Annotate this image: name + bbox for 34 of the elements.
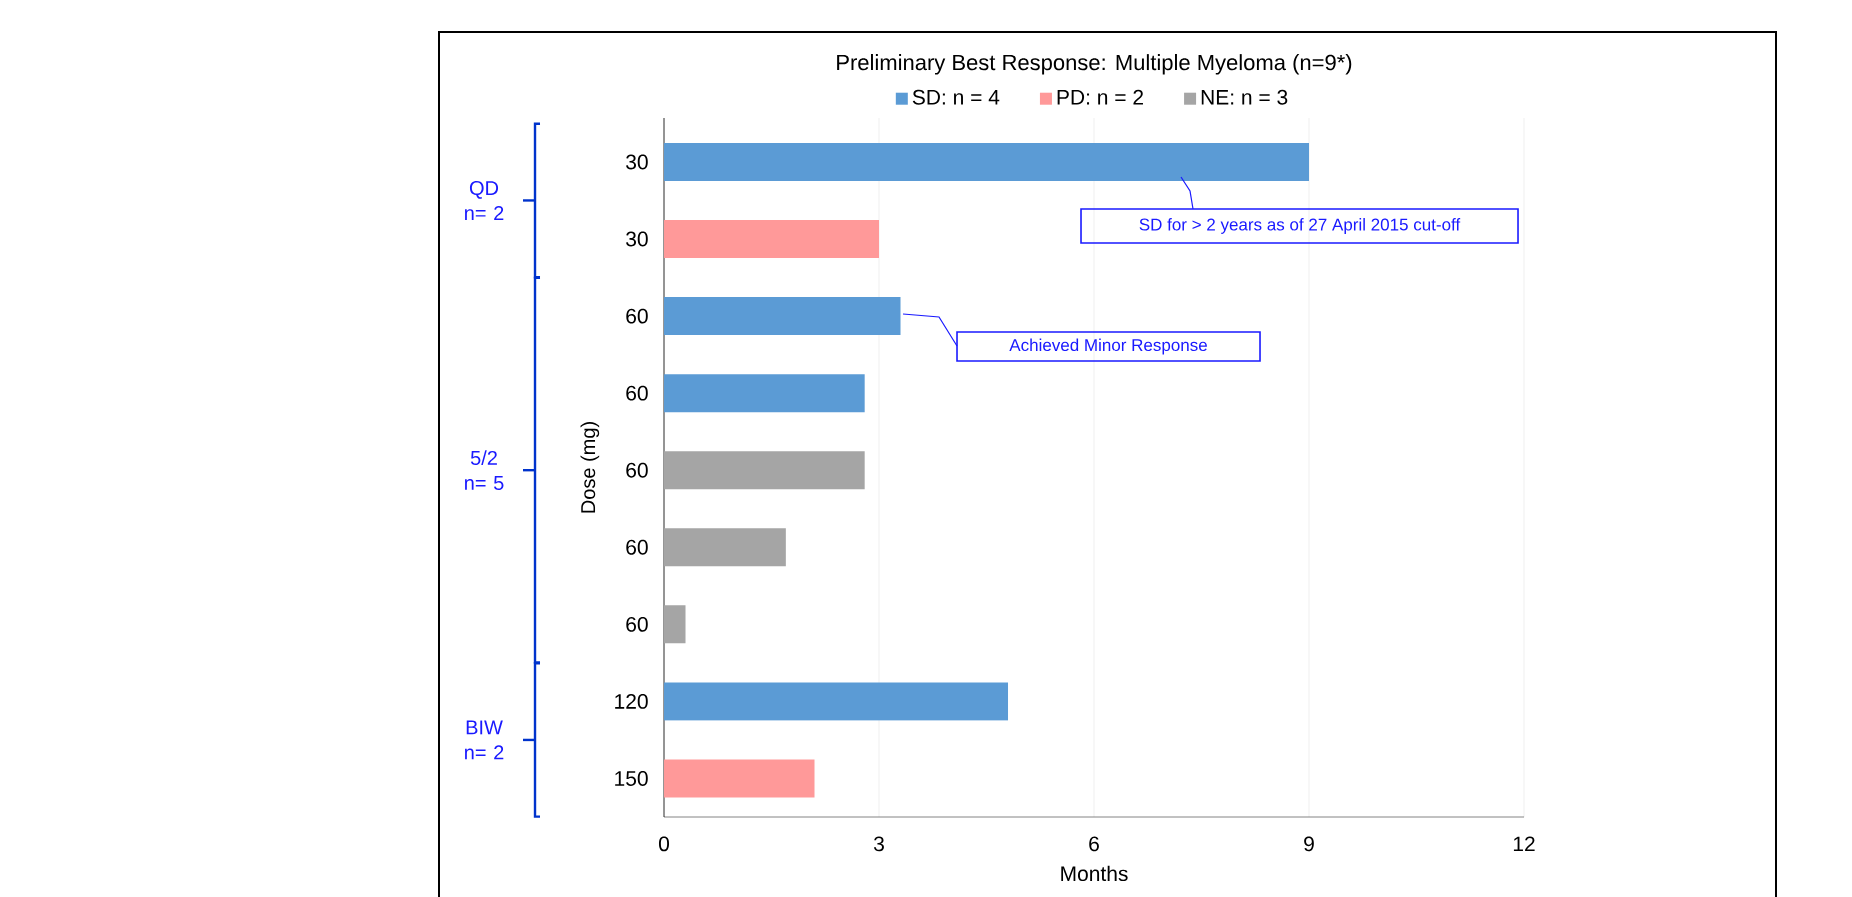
bar: [664, 451, 865, 490]
text: 5/2 n= 5: [465, 450, 504, 491]
legend-label: NE: n = 3: [1201, 89, 1288, 105]
y-tick-label: 60: [626, 308, 648, 324]
annotation: SD for > 2 years as of 27 April 2015 cut-off: [1139, 218, 1461, 234]
y-tick-label: 60: [626, 616, 648, 632]
bar: [664, 682, 1009, 721]
text: BIW n= 2: [465, 720, 504, 760]
y-tick-label: 150: [615, 771, 648, 786]
bar: [664, 759, 815, 798]
x-tick-label: 0: [658, 836, 670, 852]
x-tick-label: 9: [1304, 836, 1314, 852]
bar: [664, 605, 686, 644]
x-axis-title: Months: [1061, 865, 1128, 882]
bar: [664, 142, 1310, 181]
x-tick-label: 12: [1513, 836, 1535, 852]
y-tick-label: 60: [626, 462, 648, 478]
y-tick-label: 60: [626, 539, 648, 555]
bar: [664, 374, 865, 413]
y-tick-label: 30: [626, 154, 648, 170]
bar: [664, 528, 786, 567]
bar: [664, 220, 880, 259]
y-tick-label: 60: [626, 385, 648, 401]
x-tick-label: 6: [1089, 836, 1099, 852]
y-tick-label: 120: [615, 693, 648, 709]
y-axis-title: Dose (mg): [580, 422, 600, 513]
legend-label: PD: n = 2: [1057, 89, 1143, 105]
text: QD n= 2: [465, 180, 504, 220]
legend-label: SD: n = 4: [912, 89, 1000, 105]
bar: [664, 297, 901, 336]
y-tick-label: 30: [626, 231, 648, 247]
chart-title: Preliminary Best Response: Multiple Myeloma (n=9*): [837, 54, 1352, 75]
x-tick-label: 3: [873, 836, 884, 852]
annotation: Achieved Minor Response: [1009, 338, 1207, 355]
